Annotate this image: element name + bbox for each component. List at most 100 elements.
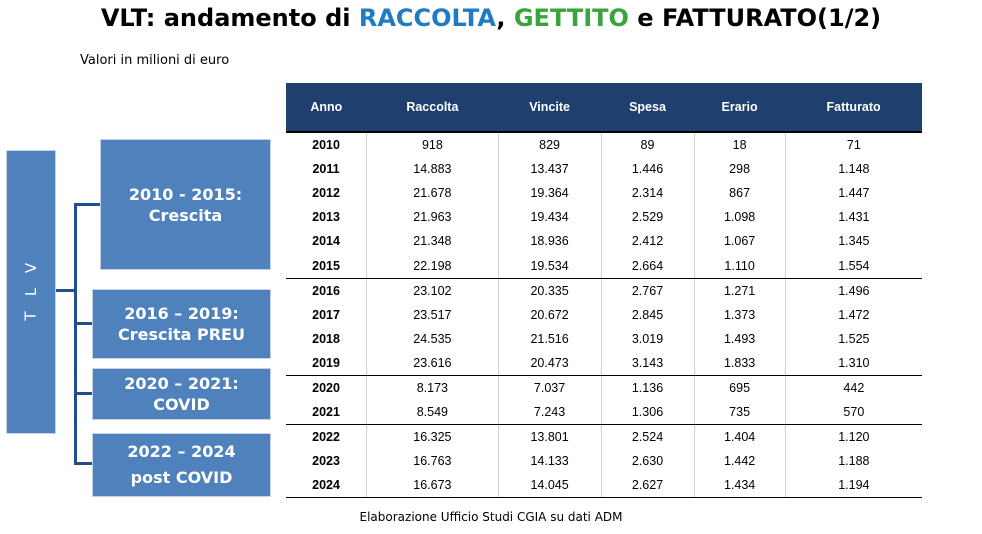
year-cell: 2022	[312, 430, 340, 445]
value-cell: 1.833	[693, 350, 786, 376]
table-row: 2014 21.348 18.936 2.412 1.067 1.345	[286, 229, 922, 254]
period-box-2010-2015: 2010 - 2015: Crescita	[100, 139, 271, 270]
period-box-2016-2019: 2016 – 2019: Crescita PREU	[92, 289, 271, 359]
value-cell: 298	[693, 157, 786, 182]
vlt-label-box: V L T	[6, 150, 56, 434]
value-cell: 14.883	[366, 157, 499, 182]
value-cell: 8.549	[366, 400, 499, 426]
table-row: 2023 16.763 14.133 2.630 1.442 1.188	[286, 449, 922, 474]
header-erario: Erario	[694, 83, 786, 133]
value-cell: 3.143	[600, 350, 694, 376]
connector-line	[56, 289, 76, 292]
year-cell: 2014	[312, 234, 340, 249]
value-cell: 2.412	[600, 229, 694, 254]
table-row: 2017 23.517 20.672 2.845 1.373 1.472	[286, 302, 922, 327]
connector-line	[74, 462, 92, 465]
value-cell: 3.019	[600, 326, 694, 351]
value-cell: 1.434	[693, 473, 786, 499]
title-sep1: ,	[496, 4, 514, 32]
title-gettito: GETTITO	[513, 4, 629, 32]
table-row: 2020 8.173 7.037 1.136 695 442	[286, 375, 922, 401]
vlt-data-table: Anno Raccolta Vincite Spesa Erario Fattu…	[286, 83, 922, 499]
value-cell: 1.525	[784, 326, 922, 351]
value-cell: 1.120	[784, 424, 922, 450]
period-label: post COVID	[130, 468, 233, 487]
value-cell: 1.554	[784, 253, 922, 279]
value-cell: 1.136	[600, 375, 694, 401]
period-label: Crescita	[148, 205, 223, 225]
table-row: 2018 24.535 21.516 3.019 1.493 1.525	[286, 326, 922, 351]
value-cell: 1.310	[784, 350, 922, 376]
period-label: COVID	[153, 395, 210, 414]
value-cell: 18.936	[497, 229, 602, 254]
value-cell: 1.271	[693, 278, 786, 303]
value-cell: 1.404	[693, 424, 786, 450]
table-header-row: Anno Raccolta Vincite Spesa Erario Fattu…	[286, 83, 922, 133]
table-row: 2010 918 829 89 18 71	[286, 132, 922, 158]
table-row: 2015 22.198 19.534 2.664 1.110 1.554	[286, 253, 922, 279]
value-cell: 1.493	[693, 326, 786, 351]
value-cell: 7.243	[497, 400, 602, 426]
value-cell: 2.664	[600, 253, 694, 279]
value-cell: 20.672	[497, 302, 602, 327]
value-cell: 1.148	[784, 157, 922, 182]
value-cell: 2.845	[600, 302, 694, 327]
title-raccolta: RACCOLTA	[358, 4, 497, 32]
period-range: 2020 – 2021:	[124, 374, 239, 393]
connector-line	[74, 203, 77, 465]
value-cell: 16.325	[366, 424, 499, 450]
value-cell: 695	[693, 375, 786, 401]
value-cell: 1.472	[784, 302, 922, 327]
table-row: 2024 16.673 14.045 2.627 1.434 1.194	[286, 473, 922, 499]
value-cell: 21.678	[366, 181, 499, 206]
period-range: 2016 – 2019:	[124, 304, 239, 323]
connector-line	[74, 392, 92, 395]
value-cell: 1.373	[693, 302, 786, 327]
year-cell: 2024	[286, 473, 367, 499]
value-cell: 867	[693, 181, 786, 206]
value-cell: 19.434	[497, 205, 602, 230]
value-cell: 23.102	[366, 278, 499, 303]
table-row: 2016 23.102 20.335 2.767 1.271 1.496	[286, 278, 922, 303]
year-cell: 2011	[312, 162, 340, 177]
value-cell: 1.306	[600, 400, 694, 426]
value-cell: 14.045	[497, 473, 602, 499]
value-cell: 89	[600, 132, 694, 158]
units-note: Valori in milioni di euro	[80, 53, 230, 68]
title-suffix: FATTURATO(1/2)	[661, 4, 882, 32]
value-cell: 20.473	[497, 350, 602, 376]
title-prefix: VLT: andamento di	[100, 4, 359, 32]
value-cell: 21.516	[497, 326, 602, 351]
value-cell: 19.534	[497, 253, 602, 279]
connector-line	[74, 322, 92, 325]
year-cell: 2019	[286, 350, 367, 376]
table-row: 2011 14.883 13.437 1.446 298 1.148	[286, 157, 922, 182]
year-cell: 2013	[312, 210, 340, 225]
table-row: 2019 23.616 20.473 3.143 1.833 1.310	[286, 350, 922, 376]
period-label: Crescita PREU	[118, 325, 245, 344]
value-cell: 71	[784, 132, 922, 158]
value-cell: 2.314	[600, 181, 694, 206]
period-box-2020-2021: 2020 – 2021: COVID	[92, 368, 271, 420]
value-cell: 442	[784, 375, 922, 401]
value-cell: 21.348	[366, 229, 499, 254]
value-cell: 1.446	[600, 157, 694, 182]
source-note: Elaborazione Ufficio Studi CGIA su dati …	[359, 510, 623, 524]
value-cell: 24.535	[366, 326, 499, 351]
value-cell: 13.437	[497, 157, 602, 182]
table-row: 2021 8.549 7.243 1.306 735 570	[286, 400, 922, 426]
value-cell: 2.767	[600, 278, 694, 303]
value-cell: 1.194	[784, 473, 922, 499]
year-cell: 2015	[286, 253, 367, 279]
value-cell: 16.673	[366, 473, 499, 499]
value-cell: 1.442	[693, 449, 786, 474]
value-cell: 2.627	[600, 473, 694, 499]
page-title: VLT: andamento di RACCOLTA, GETTITO e FA…	[0, 4, 982, 32]
vlt-letter: V	[21, 262, 40, 274]
value-cell: 918	[366, 132, 499, 158]
header-raccolta: Raccolta	[366, 83, 499, 133]
value-cell: 1.496	[784, 278, 922, 303]
value-cell: 735	[693, 400, 786, 426]
value-cell: 1.188	[784, 449, 922, 474]
connector-line	[74, 203, 100, 206]
